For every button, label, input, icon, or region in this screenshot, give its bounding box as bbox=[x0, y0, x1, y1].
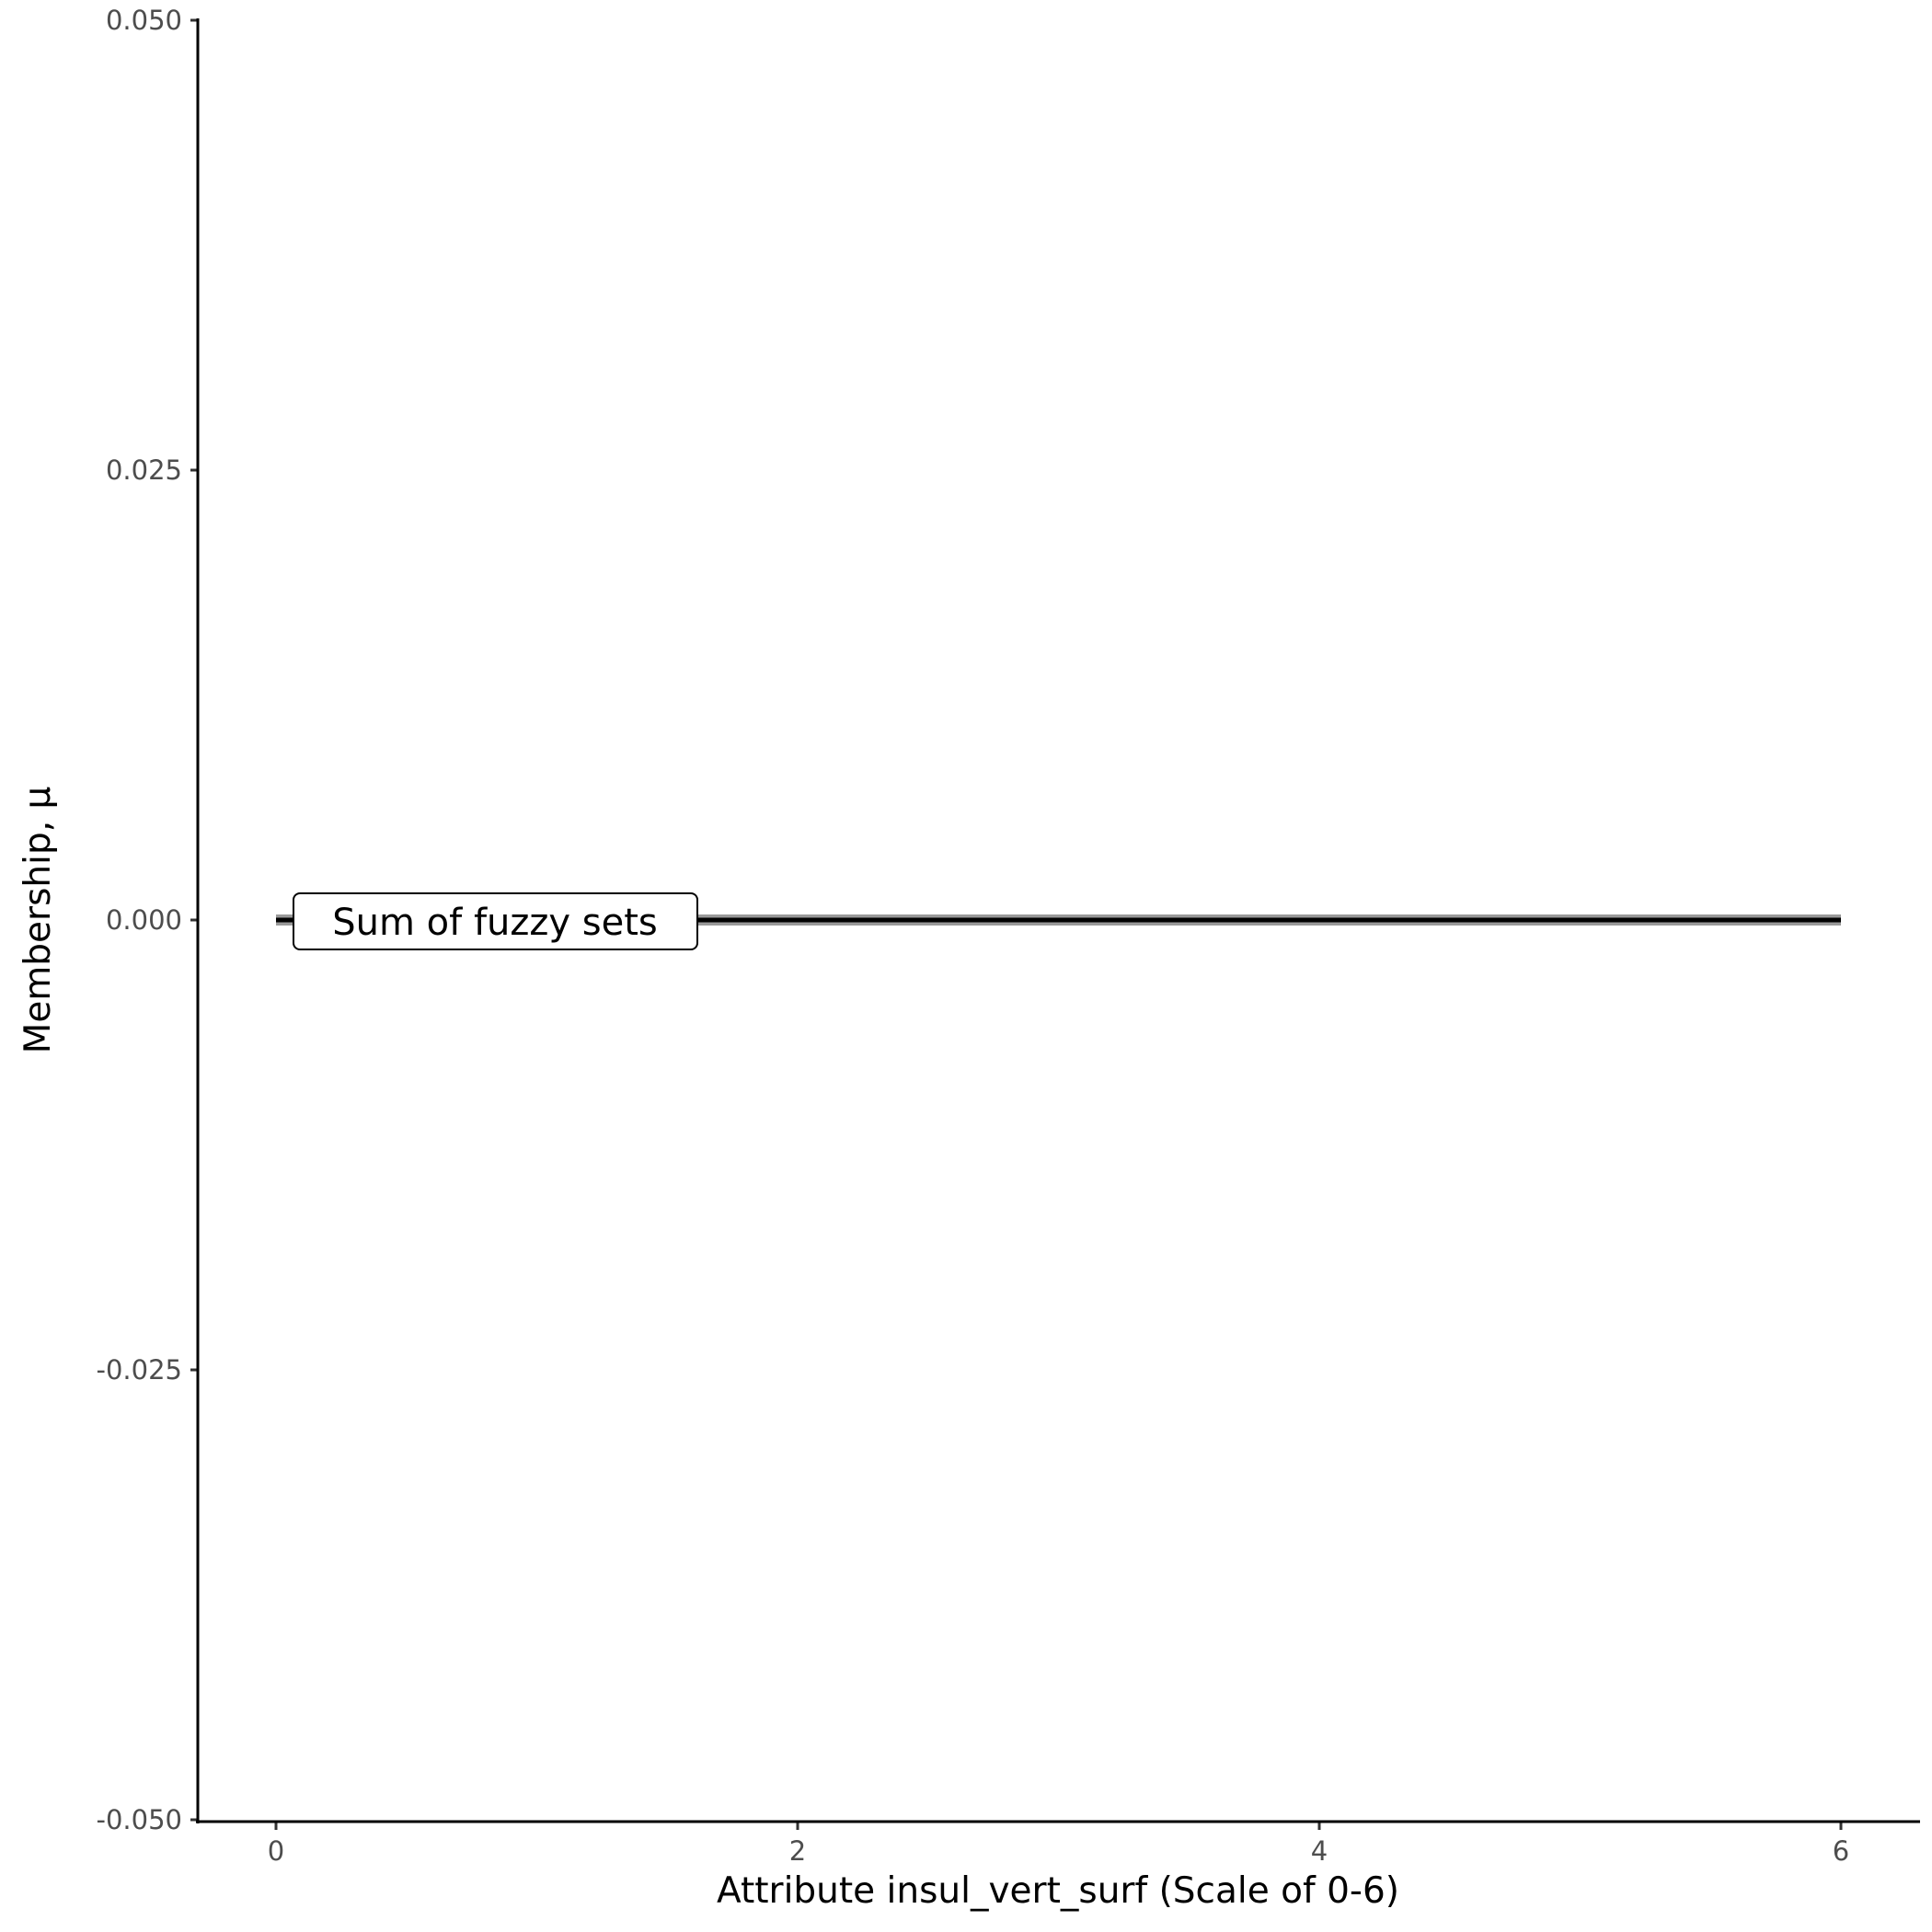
x-axis-ticks: 0 2 4 6 bbox=[268, 1822, 1849, 1867]
series-label-text: Sum of fuzzy sets bbox=[332, 902, 657, 944]
series-label-box bbox=[293, 892, 698, 950]
y-tick-label: -0.050 bbox=[97, 1804, 183, 1835]
series-label: Sum of fuzzy sets bbox=[293, 892, 698, 950]
y-tick-label: 0.050 bbox=[106, 5, 182, 36]
x-tick-label: 0 bbox=[268, 1835, 284, 1867]
y-tick-label: -0.025 bbox=[97, 1354, 183, 1386]
x-tick-label: 2 bbox=[789, 1835, 806, 1867]
x-axis-title: Attribute insul_vert_surf (Scale of 0-6) bbox=[717, 1870, 1399, 1912]
x-tick-label: 4 bbox=[1311, 1835, 1328, 1867]
x-tick-label: 6 bbox=[1833, 1835, 1849, 1867]
y-tick-label: 0.000 bbox=[106, 904, 182, 936]
y-axis-ticks: -0.050 -0.025 0.000 0.025 0.050 bbox=[97, 5, 198, 1835]
y-tick-label: 0.025 bbox=[106, 454, 182, 486]
y-axis-title: Membership, μ bbox=[17, 787, 59, 1054]
